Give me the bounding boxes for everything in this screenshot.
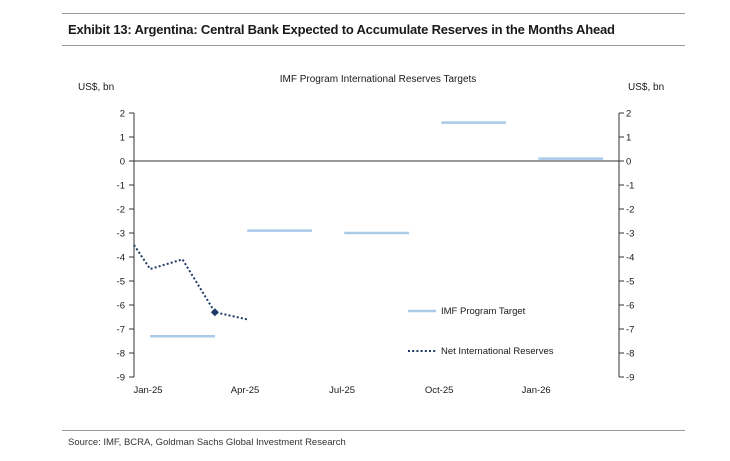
y-tick-label-right: -7	[626, 325, 634, 336]
legend-label-imf-target: IMF Program Target	[441, 306, 526, 317]
top-rule	[62, 13, 685, 14]
series-imf-program-target	[150, 121, 604, 338]
y-tick-label-right: -8	[626, 349, 634, 360]
legend: IMF Program Target Net International Res…	[408, 306, 554, 357]
y-tick-label-left: -7	[117, 325, 125, 336]
y-tick-label-right: -4	[626, 253, 634, 264]
title-rule	[62, 45, 685, 46]
bottom-rule	[62, 430, 685, 431]
y-tick-label-left: -4	[117, 253, 125, 264]
y-tick-label-left: -5	[117, 277, 125, 288]
x-tick-label: Jan-26	[522, 385, 551, 396]
y-tick-label-left: -9	[117, 373, 125, 384]
y-tick-label-right: -5	[626, 277, 634, 288]
y-tick-label-right: 0	[626, 157, 631, 168]
y-tick-label-right: -2	[626, 205, 634, 216]
y-ticks-right: 2 1 0 -1 -2 -3 -4 -5 -6 -7 -8 -9	[619, 109, 634, 384]
y-tick-label-left: -6	[117, 301, 125, 312]
exhibit-title: Exhibit 13: Argentina: Central Bank Expe…	[68, 22, 615, 37]
x-ticks: Jan-25 Apr-25 Jul-25 Oct-25 Jan-26	[133, 385, 550, 396]
y-tick-label-right: -1	[626, 181, 634, 192]
legend-label-net-reserves: Net International Reserves	[441, 346, 554, 357]
y-tick-label-left: 0	[120, 157, 125, 168]
y-tick-label-left: -8	[117, 349, 125, 360]
net-reserves-line	[133, 244, 248, 321]
y-tick-label-right: -9	[626, 373, 634, 384]
y-tick-label-left: -2	[117, 205, 125, 216]
series-net-international-reserves	[133, 244, 248, 321]
y-tick-label-left: 2	[120, 109, 125, 120]
y-ticks-left: 2 1 0 -1 -2 -3 -4 -5 -6 -7 -8 -9	[117, 109, 134, 384]
y-tick-label-right: 2	[626, 109, 631, 120]
chart-title: IMF Program International Reserves Targe…	[280, 74, 477, 85]
y-axis-label-left: US$, bn	[78, 82, 114, 93]
y-tick-label-left: -1	[117, 181, 125, 192]
y-tick-label-right: 1	[626, 133, 631, 144]
y-axis-label-right: US$, bn	[628, 82, 664, 93]
source-note: Source: IMF, BCRA, Goldman Sachs Global …	[68, 437, 346, 448]
y-tick-label-right: -6	[626, 301, 634, 312]
y-tick-label-left: 1	[120, 133, 125, 144]
x-tick-label: Jan-25	[133, 385, 162, 396]
y-tick-label-left: -3	[117, 229, 125, 240]
x-tick-label: Apr-25	[231, 385, 260, 396]
net-reserves-marker	[210, 308, 219, 317]
y-tick-label-right: -3	[626, 229, 634, 240]
x-tick-label: Jul-25	[329, 385, 355, 396]
x-tick-label: Oct-25	[425, 385, 454, 396]
